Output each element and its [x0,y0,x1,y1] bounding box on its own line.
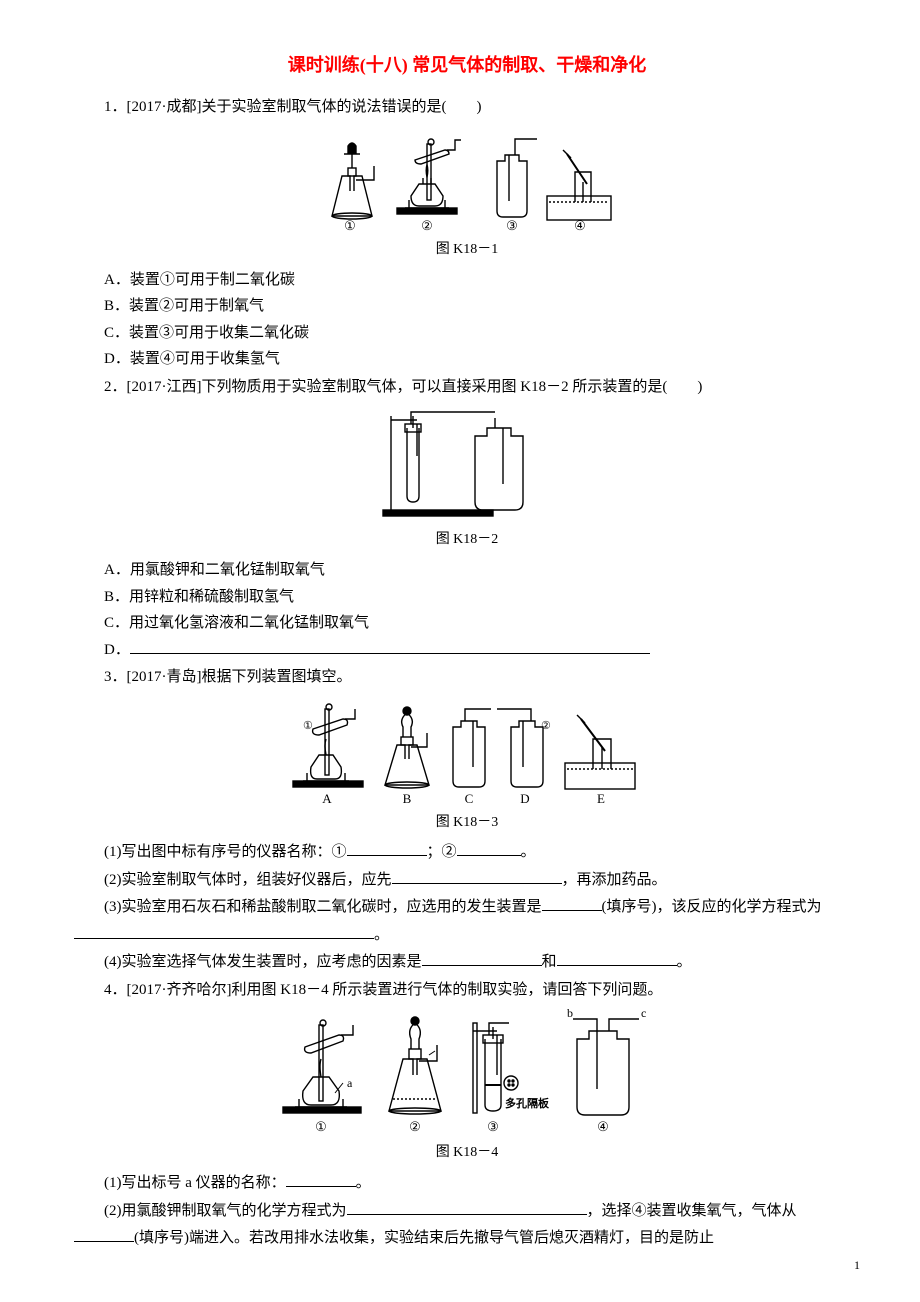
q3-s3-eq: 。 [74,923,860,949]
q2-optB: B．用锌粒和稀硫酸制取氢气 [74,585,860,611]
q3-s3: (3)实验室用石灰石和稀盐酸制取二氧化碳时，应选用的发生装置是(填序号)，该反应… [74,895,860,921]
q2-optC: C．用过氧化氢溶液和二氧化锰制取氧气 [74,611,860,637]
svg-text:c: c [641,1009,646,1020]
fig1-label-3: ③ [506,218,518,233]
fig3-label-E: E [597,791,605,806]
q1-stem: 1．[2017·成都]关于实验室制取气体的说法错误的是( ) [74,95,860,121]
q4-s2b: (填序号)端进入。若改用排水法收集，实验结束后先撤导气管后熄灭酒精灯，目的是防止 [74,1226,860,1252]
q4-stem: 4．[2017·齐齐哈尔]利用图 K18－4 所示装置进行气体的制取实验，请回答… [74,978,860,1004]
q3-s1: (1)写出图中标有序号的仪器名称：①；②。 [74,840,860,866]
figure-k18-2 [74,406,860,526]
svg-text:①: ① [303,720,313,732]
q3-s4: (4)实验室选择气体发生装置时，应考虑的因素是和。 [74,950,860,976]
fig3-caption: 图 K18－3 [74,811,860,835]
fig4-label-2: ② [409,1119,421,1134]
svg-text:②: ② [541,720,551,732]
fig3-label-B: B [403,791,412,806]
fig4-label-3: ③ [487,1119,499,1134]
figure-k18-1: ① ② ③ ④ [74,126,860,236]
fig4-label-1: ① [315,1119,327,1134]
svg-text:多孔隔板: 多孔隔板 [505,1096,550,1110]
q2-optD-blank [130,638,650,654]
q2-optD: D． [74,638,860,664]
q3-s2: (2)实验室制取气体时，组装好仪器后，应先，再添加药品。 [74,868,860,894]
fig4-caption: 图 K18－4 [74,1141,860,1165]
fig4-label-4: ④ [597,1119,609,1134]
fig1-label-4: ④ [574,218,586,233]
q2-stem: 2．[2017·江西]下列物质用于实验室制取气体，可以直接采用图 K18－2 所… [74,375,860,401]
page-title: 课时训练(十八) 常见气体的制取、干燥和净化 [74,50,860,81]
q2-optA: A．用氯酸钾和二氧化锰制取氧气 [74,558,860,584]
svg-text:a: a [347,1076,353,1090]
q1-optD: D．装置④可用于收集氢气 [74,347,860,373]
fig2-caption: 图 K18－2 [74,528,860,552]
figure-k18-3: ① A B C ② D [74,697,860,809]
fig1-label-2: ② [421,218,433,233]
q2-optD-prefix: D． [104,642,130,658]
q3-stem: 3．[2017·青岛]根据下列装置图填空。 [74,665,860,691]
fig1-caption: 图 K18－1 [74,238,860,262]
svg-text:b: b [567,1009,573,1020]
q1-optC: C．装置③可用于收集二氧化碳 [74,321,860,347]
fig3-label-D: D [520,791,529,806]
fig3-label-C: C [465,791,474,806]
q1-optA: A．装置①可用于制二氧化碳 [74,268,860,294]
q1-optB: B．装置②可用于制氧气 [74,294,860,320]
page-number: 1 [854,1255,860,1275]
q4-s1: (1)写出标号 a 仪器的名称：。 [74,1171,860,1197]
fig3-label-A: A [322,791,332,806]
q4-s2: (2)用氯酸钾制取氧气的化学方程式为，选择④装置收集氧气，气体从 [74,1199,860,1225]
figure-k18-4: a ① ② 多孔隔板 ③ [74,1009,860,1139]
fig1-label-1: ① [344,218,356,233]
